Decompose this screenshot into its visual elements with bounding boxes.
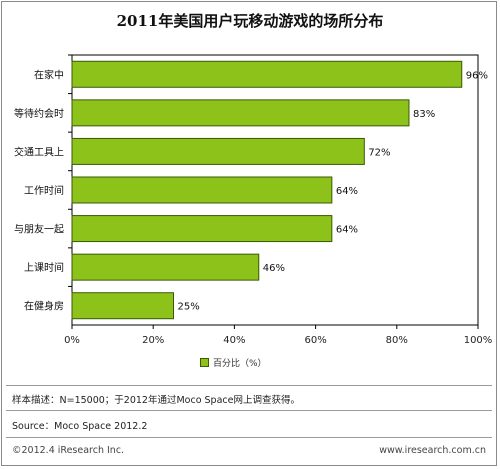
category-label: 上课时间 bbox=[24, 261, 64, 274]
category-label: 在家中 bbox=[34, 68, 64, 81]
bar bbox=[71, 99, 410, 127]
data-label: 96% bbox=[466, 70, 488, 81]
data-label: 25% bbox=[178, 302, 200, 313]
data-label: 83% bbox=[413, 109, 435, 120]
category-label: 在健身房 bbox=[24, 300, 64, 313]
copyright-text: ©2012.4 iResearch Inc. bbox=[12, 445, 125, 456]
source-note: Source：Moco Space 2012.2 bbox=[12, 421, 148, 432]
data-label: 64% bbox=[336, 186, 358, 197]
bar bbox=[71, 253, 260, 281]
bar bbox=[71, 176, 333, 204]
bar bbox=[71, 60, 463, 88]
bar bbox=[71, 215, 333, 243]
x-tick-label: 100% bbox=[464, 335, 493, 346]
data-label: 72% bbox=[368, 147, 390, 158]
data-label: 46% bbox=[263, 263, 285, 274]
bar bbox=[71, 137, 365, 165]
chart-title: 2011年美国用户玩移动游戏的场所分布 bbox=[116, 12, 384, 30]
legend-swatch bbox=[200, 358, 209, 367]
x-tick-label: 80% bbox=[386, 335, 408, 346]
divider-notes-middle bbox=[6, 410, 492, 411]
category-label: 交通工具上 bbox=[14, 145, 64, 158]
data-label: 64% bbox=[336, 225, 358, 236]
chart-legend: 百分比（%） bbox=[200, 356, 267, 369]
category-label: 工作时间 bbox=[24, 184, 64, 197]
divider-notes-top bbox=[6, 385, 492, 386]
x-tick-label: 0% bbox=[64, 335, 80, 346]
x-tick-label: 20% bbox=[142, 335, 164, 346]
x-tick-label: 40% bbox=[223, 335, 245, 346]
divider-footer bbox=[6, 437, 492, 438]
x-tick-label: 60% bbox=[304, 335, 326, 346]
category-label: 等待约会时 bbox=[14, 107, 64, 120]
legend-label: 百分比（%） bbox=[213, 359, 267, 369]
bar bbox=[71, 292, 174, 320]
category-label: 与朋友一起 bbox=[14, 223, 64, 236]
sample-note: 样本描述：N=15000；于2012年通过Moco Space网上调查获得。 bbox=[12, 395, 300, 406]
website-text: www.iresearch.com.cn bbox=[379, 445, 486, 456]
